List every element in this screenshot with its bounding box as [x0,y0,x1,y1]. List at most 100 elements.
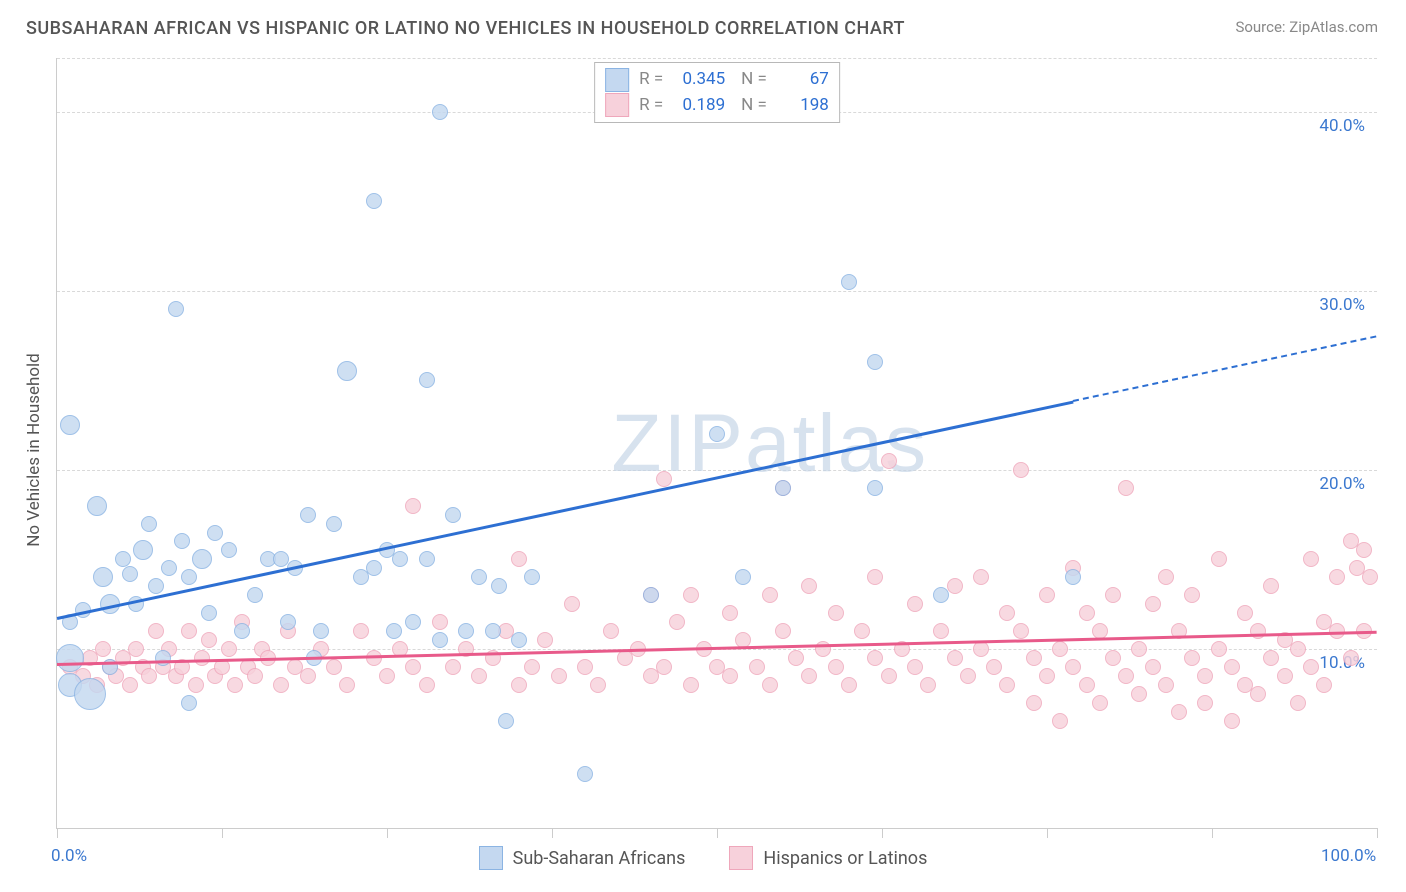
data-point [386,623,402,639]
y-tick-label: 30.0% [1319,295,1365,315]
legend-swatch [605,93,629,117]
data-point [1316,677,1332,693]
data-point [511,551,527,567]
data-point [1277,668,1293,684]
trend-line [1073,336,1377,403]
legend-bottom: Sub-Saharan AfricansHispanics or Latinos [0,846,1406,870]
data-point [1250,623,1266,639]
data-point [854,623,870,639]
data-point [207,525,223,541]
data-point [973,641,989,657]
data-point [247,668,263,684]
gridline [57,291,1377,292]
data-point [1224,659,1240,675]
x-tick-mark [717,828,718,838]
data-point [128,641,144,657]
data-point [1303,659,1319,675]
data-point [1026,695,1042,711]
data-point [1237,605,1253,621]
data-point [95,641,111,657]
data-point [148,578,164,594]
data-point [603,623,619,639]
legend-stat-row: R =0.189N =198 [605,93,829,119]
data-point [432,104,448,120]
legend-swatch [479,846,503,870]
data-point [192,549,212,569]
data-point [801,578,817,594]
data-point [491,578,507,594]
legend-stats-box: R =0.345N =67R =0.189N =198 [594,62,840,123]
data-point [986,659,1002,675]
data-point [93,567,113,587]
data-point [432,632,448,648]
source-link[interactable]: ZipAtlas.com [1289,18,1378,36]
data-point [133,540,153,560]
data-point [56,644,84,672]
data-point [590,677,606,693]
x-tick-mark [552,828,553,838]
data-point [973,569,989,585]
legend-item: Hispanics or Latinos [729,846,927,870]
data-point [788,650,804,666]
data-point [1263,578,1279,594]
data-point [656,659,672,675]
data-point [1118,668,1134,684]
data-point [419,551,435,567]
data-point [999,677,1015,693]
data-point [960,668,976,684]
data-point [419,372,435,388]
x-tick-mark [1377,828,1378,838]
data-point [392,551,408,567]
data-point [366,560,382,576]
data-point [1303,551,1319,567]
data-point [201,632,217,648]
data-point [1343,650,1359,666]
data-point [683,587,699,603]
data-point [1356,542,1372,558]
data-point [1131,686,1147,702]
gridline [57,470,1377,471]
x-tick-mark [57,828,58,838]
data-point [60,415,80,435]
data-point [1145,596,1161,612]
data-point [933,623,949,639]
data-point [551,668,567,684]
data-point [148,623,164,639]
data-point [188,677,204,693]
data-point [1290,695,1306,711]
data-point [141,516,157,532]
data-point [326,516,342,532]
data-point [907,659,923,675]
data-point [511,632,527,648]
data-point [1211,551,1227,567]
data-point [280,614,296,630]
data-point [1118,480,1134,496]
data-point [828,605,844,621]
data-point [1184,587,1200,603]
data-point [445,507,461,523]
data-point [828,659,844,675]
legend-swatch [605,68,629,92]
data-point [867,354,883,370]
data-point [577,766,593,782]
data-point [155,650,171,666]
data-point [221,641,237,657]
data-point [485,623,501,639]
data-point [867,480,883,496]
data-point [999,605,1015,621]
data-point [709,426,725,442]
data-point [1290,641,1306,657]
data-point [498,713,514,729]
data-point [115,551,131,567]
data-point [867,569,883,585]
data-point [1171,704,1187,720]
data-point [1263,650,1279,666]
data-point [1158,569,1174,585]
data-point [1105,650,1121,666]
data-point [1039,668,1055,684]
x-tick-mark [387,828,388,838]
data-point [471,569,487,585]
data-point [300,668,316,684]
data-point [221,542,237,558]
data-point [920,677,936,693]
